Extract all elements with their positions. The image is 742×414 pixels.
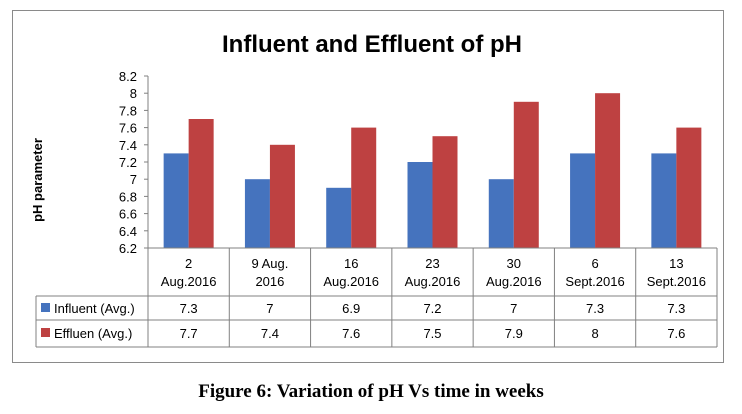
table-value: 7 bbox=[266, 301, 273, 316]
table-value: 7.5 bbox=[423, 326, 441, 341]
table-value: 7.3 bbox=[667, 301, 685, 316]
y-tick-label: 7.8 bbox=[119, 103, 137, 118]
table-value: 7.6 bbox=[667, 326, 685, 341]
influent-bar bbox=[326, 187, 352, 248]
influent-bar bbox=[651, 153, 677, 248]
table-value: 7.4 bbox=[261, 326, 279, 341]
x-category-label: 13 Sept.2016 bbox=[647, 256, 706, 289]
bar-chart: Influent and Effluent of pH pH parameter… bbox=[12, 10, 724, 363]
table-value: 7.2 bbox=[423, 301, 441, 316]
x-category-label: 30 Aug.2016 bbox=[486, 256, 542, 289]
y-tick-label: 7 bbox=[130, 172, 137, 187]
y-tick-label: 8.2 bbox=[119, 69, 137, 84]
y-tick-label: 6.6 bbox=[119, 207, 137, 222]
effluent-bar bbox=[595, 93, 621, 248]
table-value: 7.9 bbox=[505, 326, 523, 341]
y-tick-label: 8 bbox=[130, 86, 137, 101]
x-category-label: 23 Aug.2016 bbox=[405, 256, 461, 289]
chart-area: Influent and Effluent of pH pH parameter… bbox=[12, 10, 724, 363]
legend-label: Effluen (Avg.) bbox=[54, 326, 132, 341]
effluent-bar bbox=[351, 127, 377, 248]
effluent-bar bbox=[513, 101, 539, 248]
y-tick-label: 7.4 bbox=[119, 138, 137, 153]
y-axis-title: pH parameter bbox=[30, 138, 45, 222]
y-tick-label: 7.6 bbox=[119, 121, 137, 136]
influent-bar bbox=[570, 153, 596, 248]
y-tick-label: 6.8 bbox=[119, 189, 137, 204]
influent-bar bbox=[488, 179, 514, 248]
y-tick-label: 6.4 bbox=[119, 224, 137, 239]
legend-key bbox=[41, 328, 50, 337]
y-tick-label: 7.2 bbox=[119, 155, 137, 170]
table-value: 7.3 bbox=[586, 301, 604, 316]
effluent-bar bbox=[432, 136, 458, 248]
table-value: 7.6 bbox=[342, 326, 360, 341]
table-value: 7.7 bbox=[180, 326, 198, 341]
legend-label: Influent (Avg.) bbox=[54, 301, 135, 316]
effluent-bar bbox=[269, 144, 295, 248]
influent-bar bbox=[407, 162, 433, 248]
x-category-label: 2 Aug.2016 bbox=[161, 256, 217, 289]
table-value: 7.3 bbox=[180, 301, 198, 316]
x-category-label: 16 Aug.2016 bbox=[323, 256, 379, 289]
legend-key bbox=[41, 303, 50, 312]
figure-caption: Figure 6: Variation of pH Vs time in wee… bbox=[198, 381, 544, 402]
chart-title: Influent and Effluent of pH bbox=[222, 31, 522, 58]
effluent-bar bbox=[676, 127, 702, 248]
table-value: 8 bbox=[591, 326, 598, 341]
x-category-label: 9 Aug. 2016 bbox=[251, 256, 288, 289]
y-tick-label: 6.2 bbox=[119, 241, 137, 256]
influent-bar bbox=[244, 179, 270, 248]
effluent-bar bbox=[188, 119, 214, 248]
table-value: 7 bbox=[510, 301, 517, 316]
influent-bar bbox=[163, 153, 189, 248]
table-value: 6.9 bbox=[342, 301, 360, 316]
x-category-label: 6 Sept.2016 bbox=[565, 256, 624, 289]
